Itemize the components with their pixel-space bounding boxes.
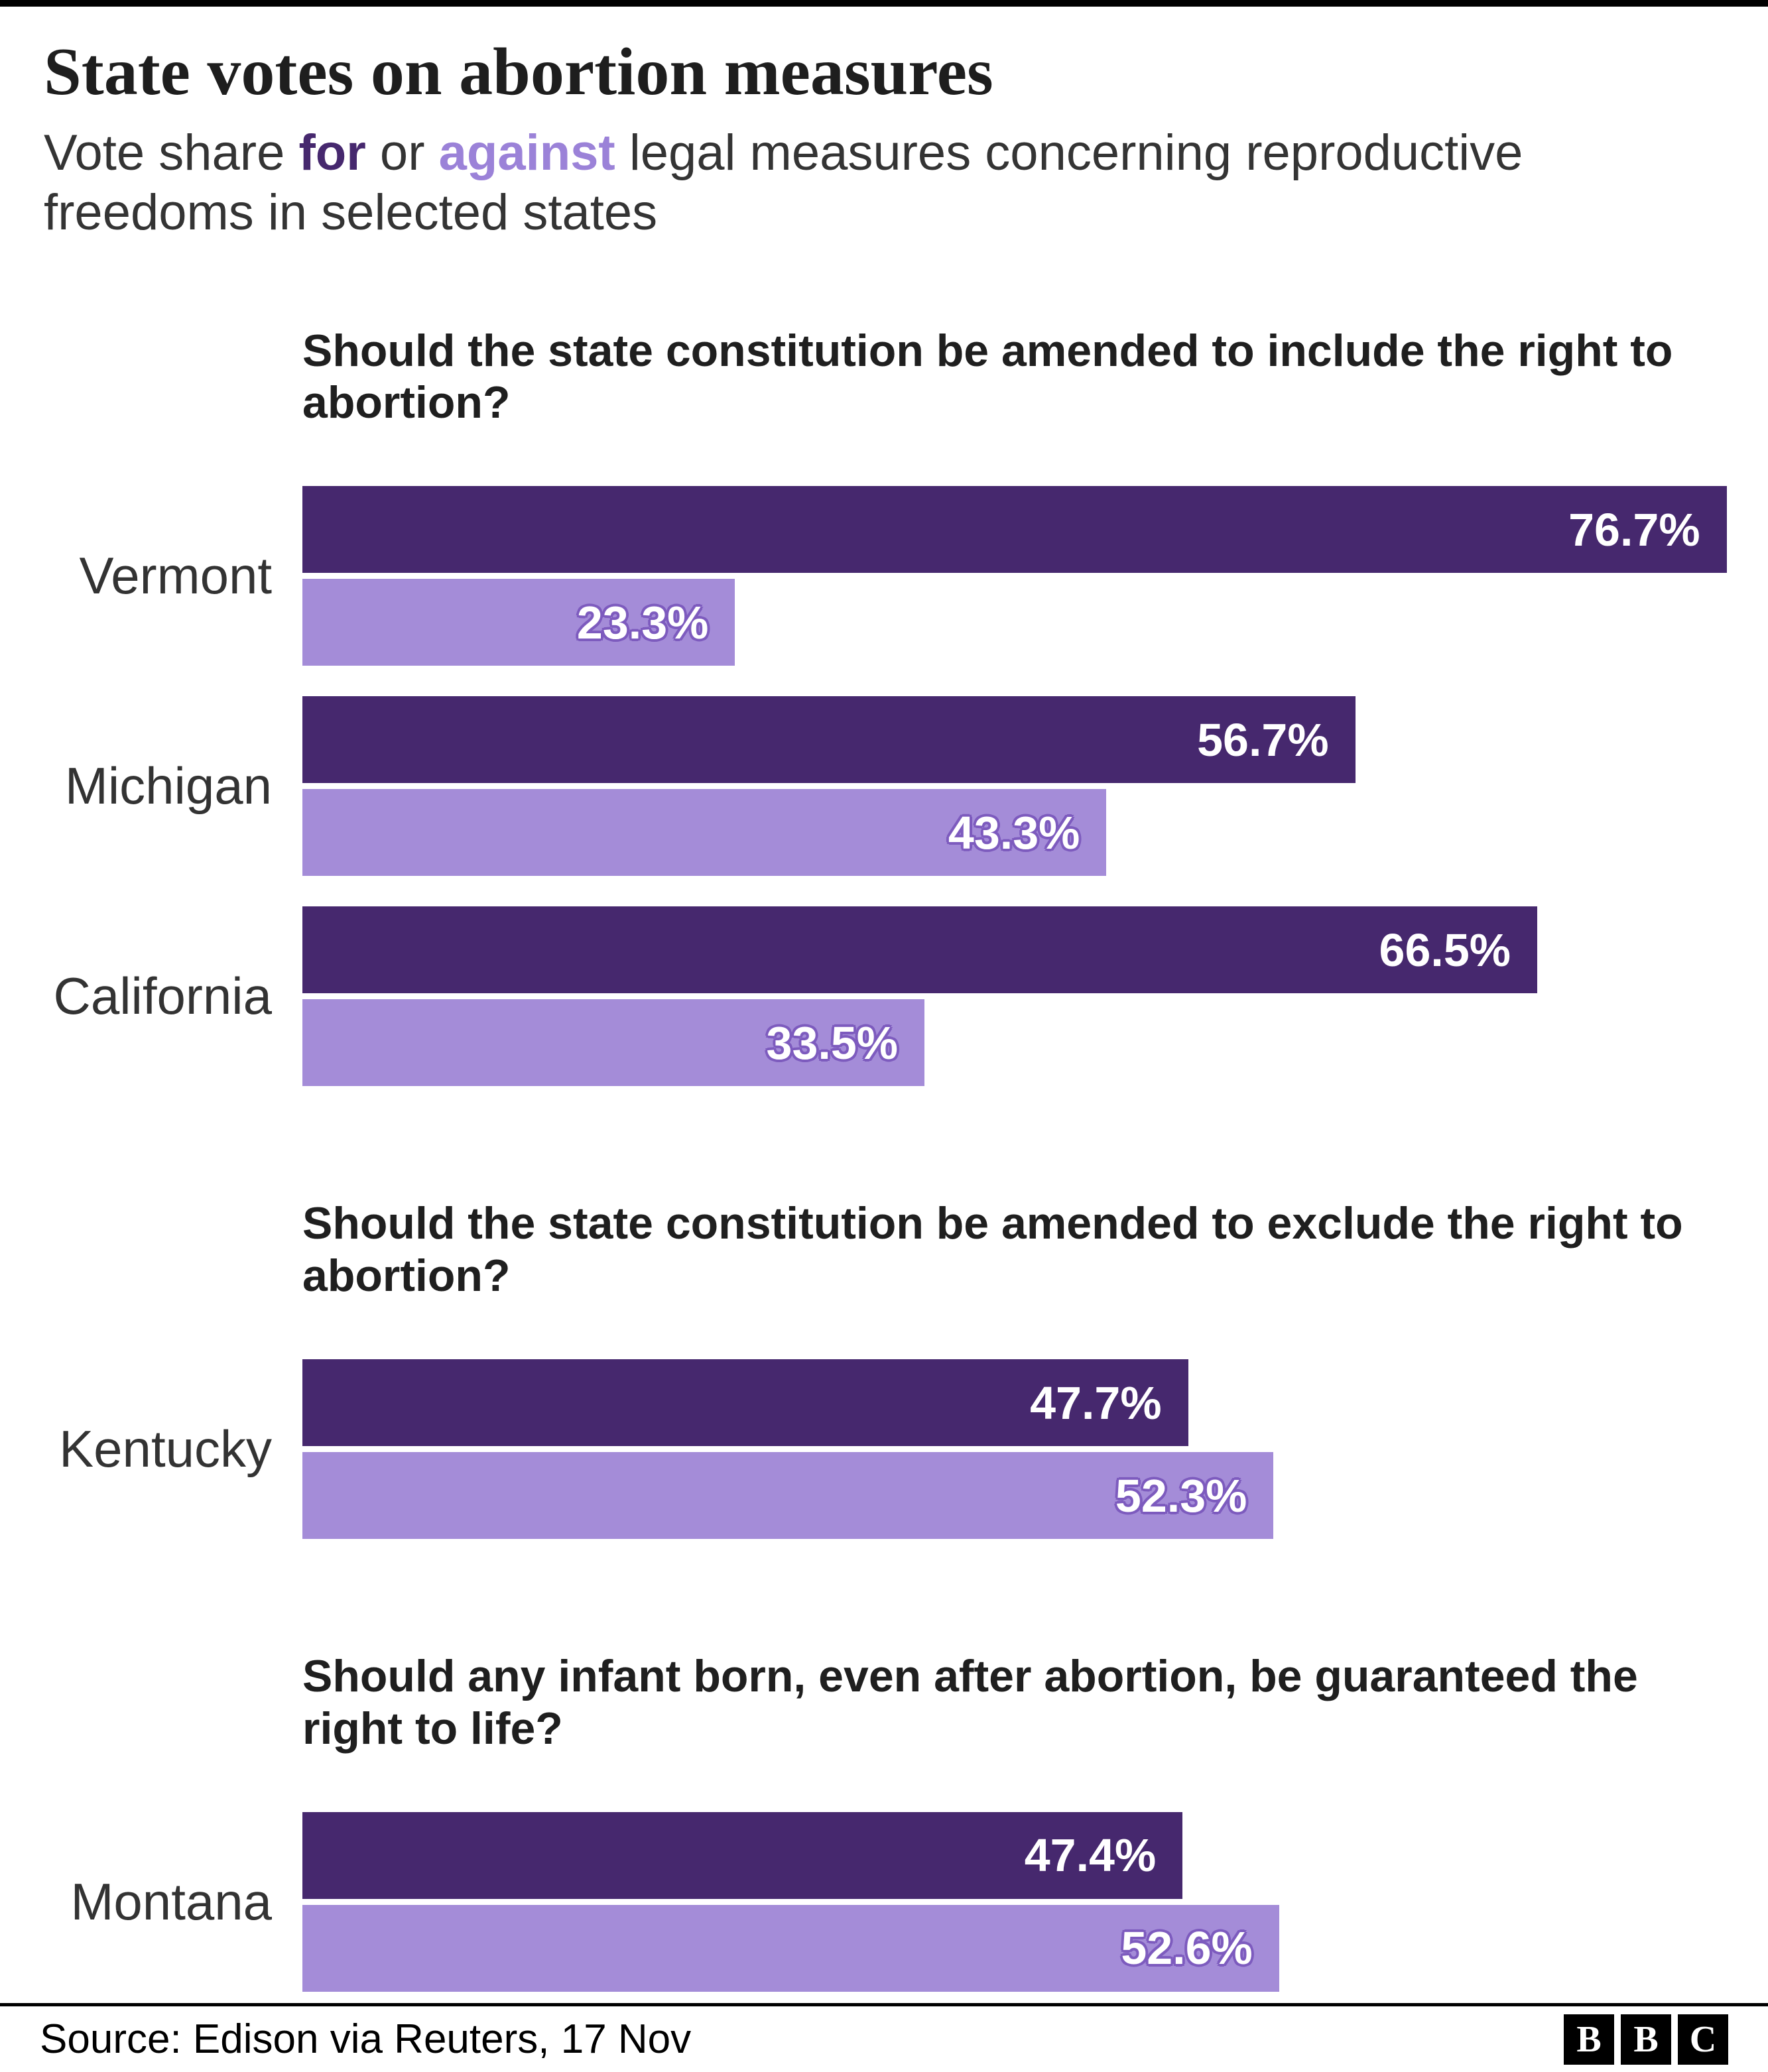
state-label: Kentucky [59,1420,272,1478]
state-label: Montana [70,1872,272,1931]
bbc-logo-letter-c: C [1678,2014,1728,2065]
state-bars: 47.7% 52.3% [302,1359,1274,1539]
against-value-label: 52.6% [1121,1922,1253,1975]
top-rule [0,0,1768,7]
bbc-logo-letter-b2: B [1621,2014,1671,2065]
against-value-label: 23.3% [576,596,709,648]
bbc-logo: B B C [1564,2014,1728,2065]
state-label: Vermont [79,546,272,605]
state-bars: 47.4% 52.6% [302,1811,1279,1992]
subtitle-against-keyword: against [438,125,615,182]
chart-subtitle: Vote share for or against legal measures… [44,123,1569,242]
for-value-label: 47.4% [1024,1829,1157,1882]
for-bar: 47.7% [302,1359,1188,1446]
chart-section: Should the state constitution be amended… [44,325,1727,1087]
for-bar: 66.5% [302,906,1537,994]
state-row: Michigan 56.7% 43.3% [44,696,1724,877]
for-value-label: 47.7% [1030,1376,1162,1429]
section-question: Should the state constitution be amended… [302,325,1673,428]
for-bar: 56.7% [302,696,1356,784]
content: State votes on abortion measures Vote sh… [0,34,1768,1992]
against-value-label: 52.3% [1115,1469,1247,1522]
against-value-label: 33.5% [766,1016,898,1069]
state-bars: 66.5% 33.5% [302,906,1537,1087]
against-bar: 33.5% [302,999,924,1087]
state-label: California [53,967,272,1026]
chart-section: Should any infant born, even after abort… [44,1650,1724,1992]
for-value-label: 76.7% [1568,503,1700,556]
for-value-label: 56.7% [1197,713,1329,766]
section-question: Should any infant born, even after abort… [302,1651,1638,1754]
bar-chart: Should the state constitution be amended… [44,325,1727,1992]
subtitle-for-keyword: for [298,125,366,182]
state-row: Vermont 76.7% 23.3% [44,486,1727,666]
chart-section: Should the state constitution be amended… [44,1197,1724,1539]
against-bar: 52.3% [302,1452,1274,1539]
against-bar: 52.6% [302,1904,1279,1992]
for-value-label: 66.5% [1379,924,1511,976]
state-row: California 66.5% 33.5% [44,906,1724,1087]
state-bars: 56.7% 43.3% [302,696,1356,877]
source-attribution: Source: Edison via Reuters, 17 Nov [40,2016,692,2062]
subtitle-suffix: legal measures concerning reproductive f… [44,125,1523,241]
section-question: Should the state constitution be amended… [302,1198,1683,1302]
subtitle-prefix: Vote share [44,125,299,182]
state-label: Michigan [64,757,272,816]
against-bar: 23.3% [302,579,735,666]
state-bars: 76.7% 23.3% [302,486,1727,666]
subtitle-middle: or [365,125,439,182]
footer: Source: Edison via Reuters, 17 Nov B B C [0,2003,1768,2072]
state-row: Kentucky 47.7% 52.3% [44,1359,1724,1539]
page-title: State votes on abortion measures [44,34,993,109]
for-bar: 47.4% [302,1811,1183,1899]
against-value-label: 43.3% [948,806,1080,859]
state-row: Montana 47.4% 52.6% [44,1811,1724,1992]
bbc-logo-letter-b1: B [1564,2014,1614,2065]
for-bar: 76.7% [302,486,1727,574]
against-bar: 43.3% [302,789,1107,877]
